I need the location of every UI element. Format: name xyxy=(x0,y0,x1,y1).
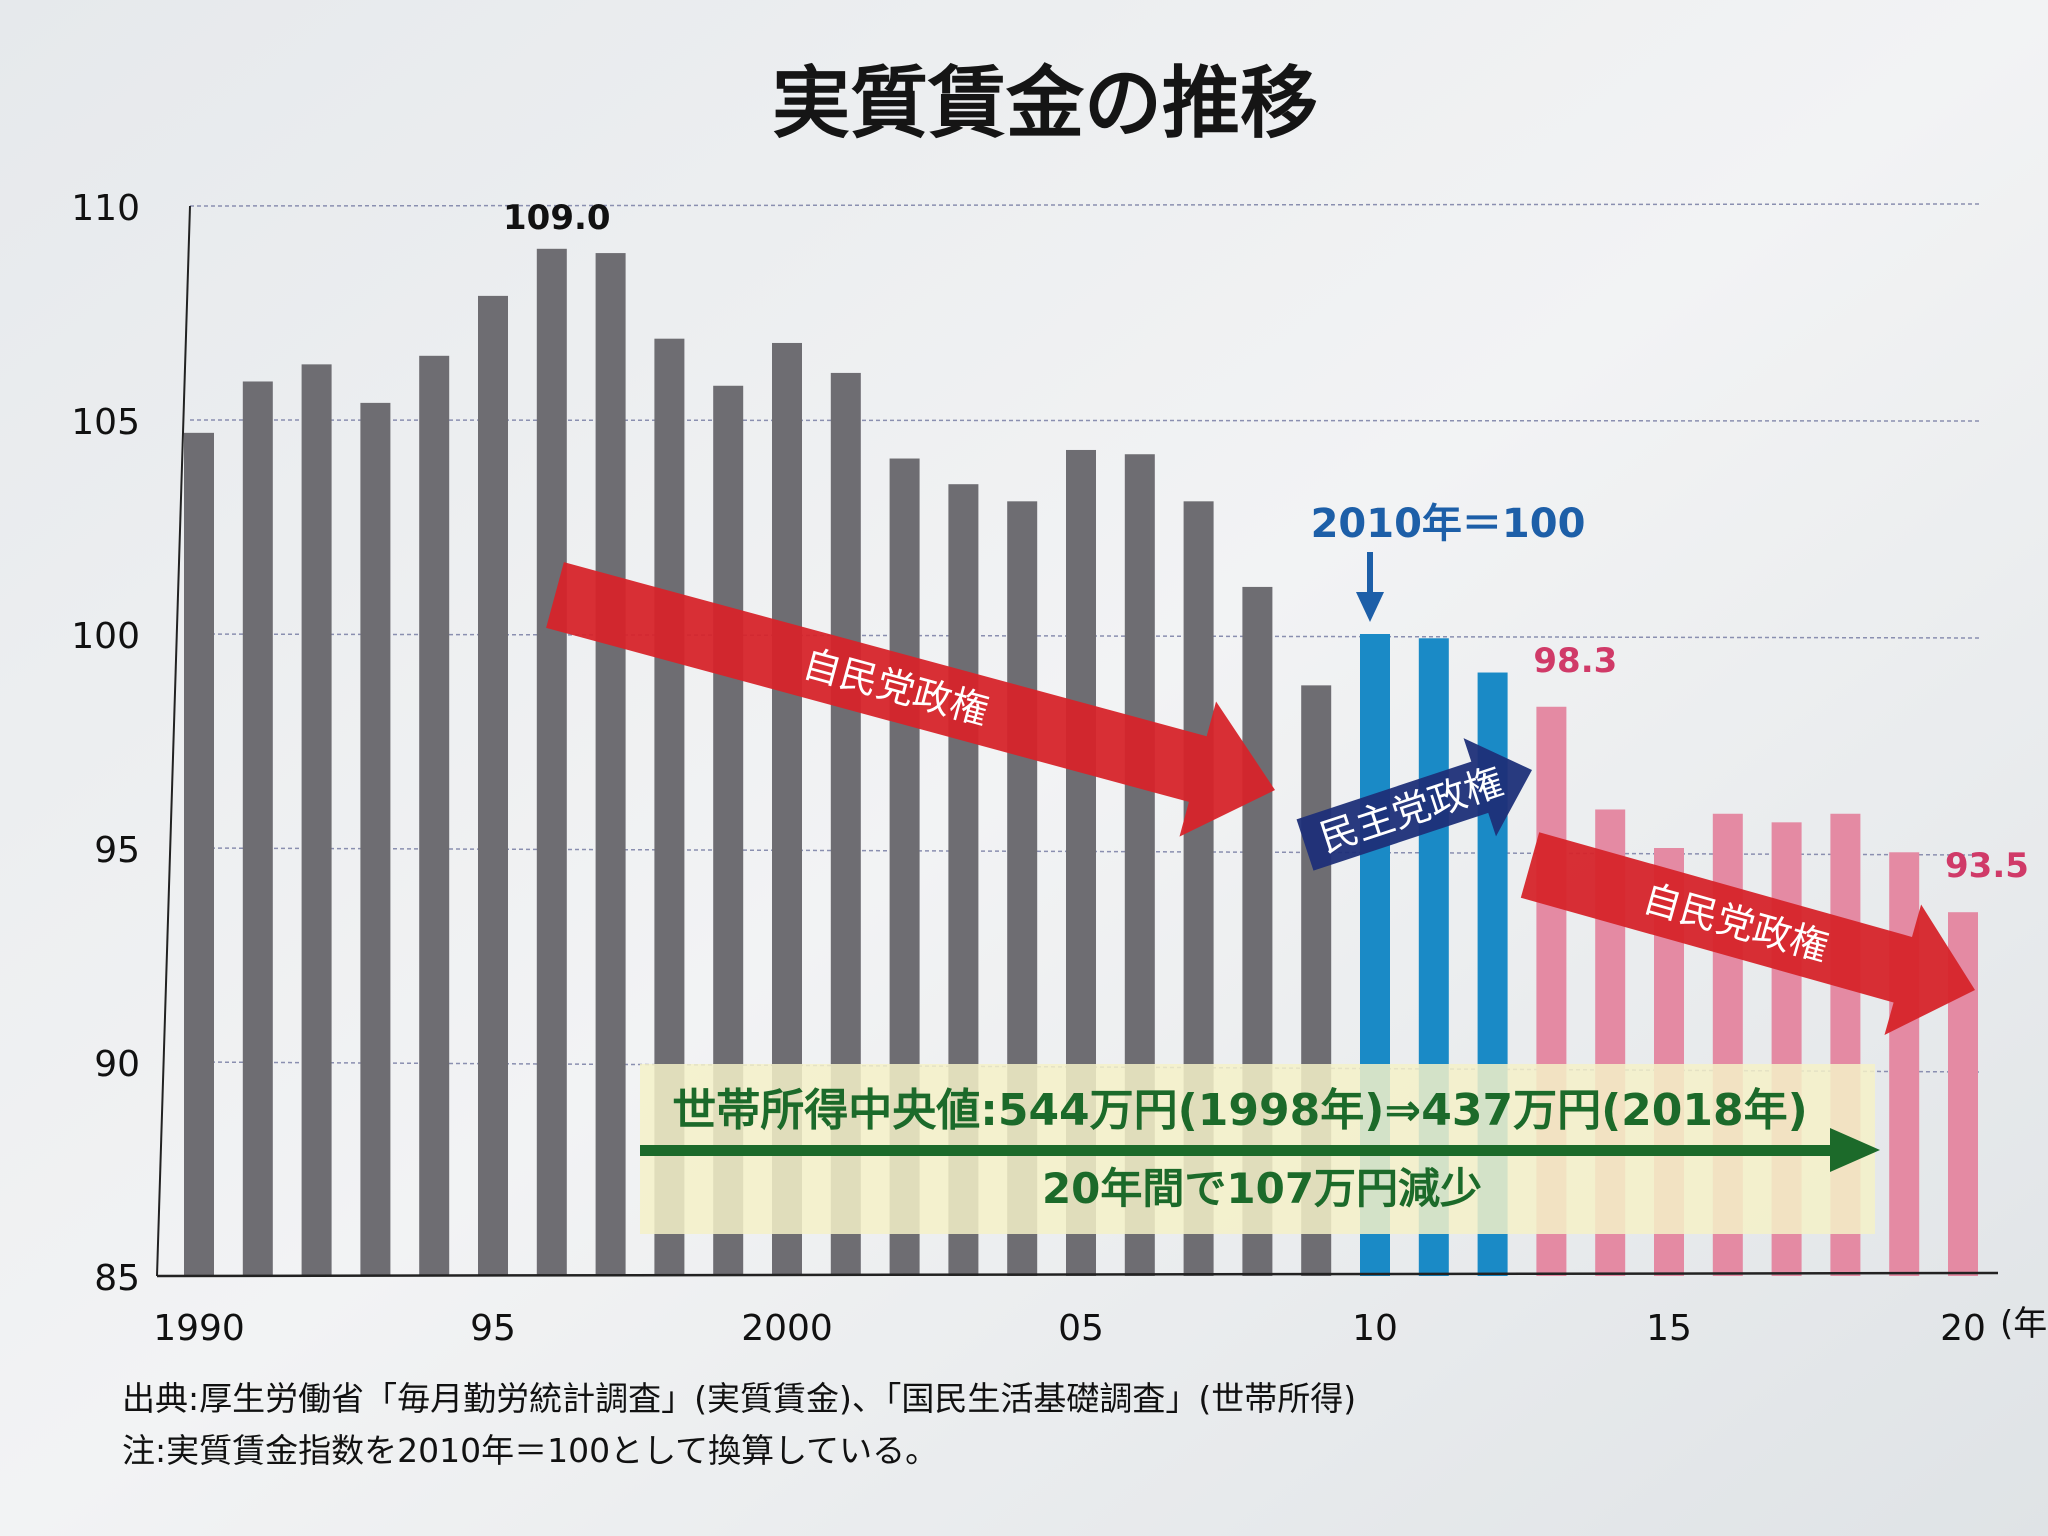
bar-1990 xyxy=(184,432,214,1277)
gridline xyxy=(189,633,1981,639)
bar-1996 xyxy=(536,248,567,1276)
x-axis xyxy=(156,1271,1999,1278)
base-year-note: 2010年＝100 xyxy=(1311,501,1586,547)
y-tick-label: 100 xyxy=(71,616,140,657)
data-label-2013: 98.3 xyxy=(1533,641,1617,681)
green-arrow-icon xyxy=(640,1128,1880,1172)
y-tick-label: 95 xyxy=(94,830,140,871)
x-tick-label: 15 xyxy=(1646,1308,1692,1349)
y-tick-label: 110 xyxy=(71,188,140,229)
source-note: 出典:厚生労働省「毎月勤労統計調査」(実質賃金)、「国民生活基礎調査」(世帯所得… xyxy=(122,1379,1356,1418)
y-axis xyxy=(156,205,191,1277)
data-label-2020: 93.5 xyxy=(1945,846,2029,886)
bar-1993 xyxy=(360,402,391,1276)
chart-title: 実質賃金の推移 xyxy=(772,59,1318,149)
x-tick-label: 05 xyxy=(1058,1308,1104,1349)
gridline xyxy=(189,419,1981,422)
bar-1995 xyxy=(478,295,508,1276)
data-label-1996: 109.0 xyxy=(503,198,611,238)
household-income-box: 世帯所得中央値:544万円(1998年)⇒437万円(2018年) 20年間で1… xyxy=(640,1064,1880,1234)
bar-1991 xyxy=(242,381,273,1277)
y-tick-label: 90 xyxy=(94,1044,140,1085)
income-decrease-text: 20年間で107万円減少 xyxy=(1042,1164,1482,1213)
y-tick-label: 85 xyxy=(94,1258,140,1299)
y-tick-label: 105 xyxy=(71,402,140,443)
footnote: 注:実質賃金指数を2010年＝100として換算している。 xyxy=(122,1431,938,1470)
x-tick-label: 2000 xyxy=(741,1308,833,1349)
income-change-text: 世帯所得中央値:544万円(1998年)⇒437万円(2018年) xyxy=(672,1085,1808,1136)
x-tick-label: 10 xyxy=(1352,1308,1398,1349)
gridline xyxy=(189,203,1981,207)
down-arrow-icon xyxy=(1356,552,1384,622)
x-axis-unit: (年) xyxy=(2000,1304,2048,1344)
x-tick-label: 20 xyxy=(1940,1308,1986,1349)
bar-1994 xyxy=(419,355,450,1276)
x-tick-label: 95 xyxy=(470,1308,516,1349)
x-tick-label: 1990 xyxy=(153,1308,245,1349)
bar-1997 xyxy=(595,253,626,1276)
bar-2019 xyxy=(1889,852,1920,1276)
bar-1992 xyxy=(301,364,332,1276)
